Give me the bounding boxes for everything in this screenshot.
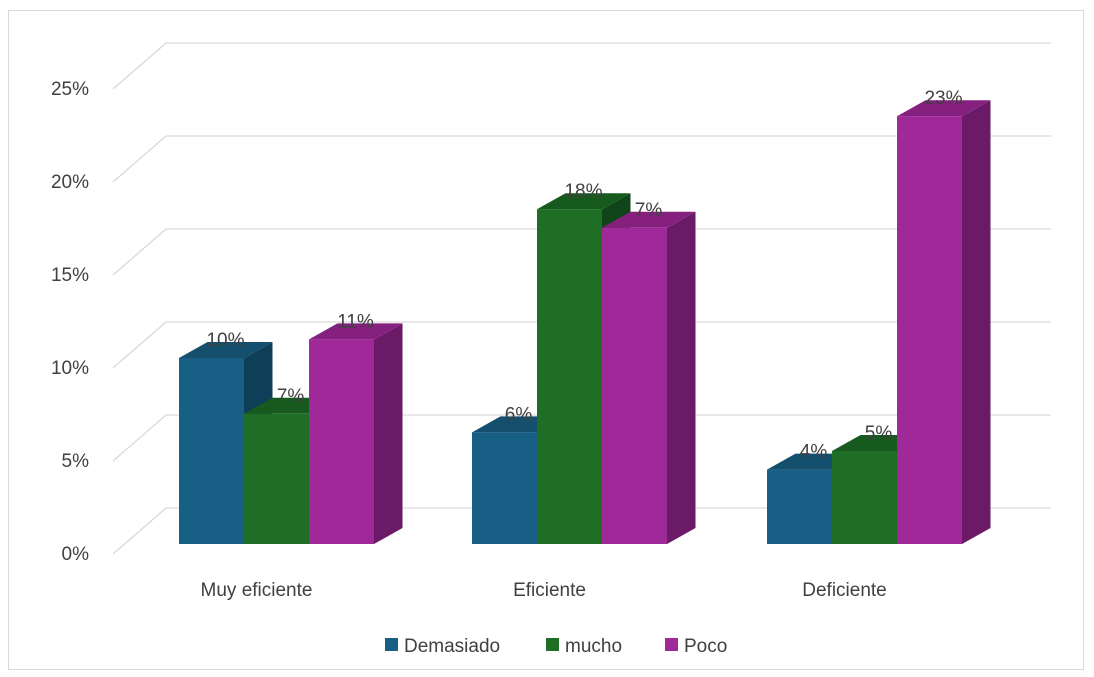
bar <box>602 211 696 545</box>
gridline-depth <box>112 507 167 555</box>
gridline-depth <box>112 414 167 462</box>
legend: Demasiado mucho Poco <box>385 636 727 657</box>
y-tick-label: 15% <box>51 265 89 286</box>
legend-item: mucho <box>546 636 622 657</box>
legend-label: Poco <box>684 636 727 657</box>
bars <box>179 100 991 545</box>
bar-side <box>374 323 403 544</box>
bar-front <box>602 227 667 545</box>
data-label: 7% <box>635 200 663 221</box>
y-tick-label: 25% <box>51 79 89 100</box>
bar-front <box>179 358 244 544</box>
bar-side <box>962 100 991 544</box>
x-tick-label: Muy eficiente <box>201 580 313 601</box>
data-label: 4% <box>800 442 828 463</box>
legend-swatch <box>546 638 559 651</box>
legend-item: Demasiado <box>385 636 500 657</box>
x-tick-label: Eficiente <box>513 580 586 601</box>
gridline-depth <box>112 42 167 90</box>
data-label: 5% <box>865 423 893 444</box>
bar-top <box>309 323 403 340</box>
data-label: 23% <box>924 88 962 109</box>
legend-item: Poco <box>665 636 727 657</box>
chart-svg: 0% 5% 10% 15% 20% 25% 10% 7% 11% 6% 18% 7% 4% 5% 23% Mu… <box>51 42 1051 657</box>
x-axis-labels: Muy eficiente Eficiente Deficiente <box>201 580 887 601</box>
y-tick-label: 20% <box>51 172 89 193</box>
gridline-depth <box>112 135 167 183</box>
legend-label: mucho <box>565 636 622 657</box>
bar-front <box>832 451 897 544</box>
bar <box>897 100 991 544</box>
gridline-depth <box>112 321 167 369</box>
data-label: 10% <box>206 330 244 351</box>
y-tick-label: 10% <box>51 358 89 379</box>
bar <box>309 323 403 544</box>
bar-side <box>667 211 696 545</box>
bar-top <box>179 342 273 358</box>
data-labels: 10% 7% 11% 6% 18% 7% 4% 5% 23% <box>206 88 962 462</box>
bar-front <box>537 209 602 544</box>
y-tick-label: 5% <box>62 451 90 472</box>
bar-front <box>309 339 374 544</box>
bar-top <box>537 193 631 210</box>
bar-top <box>602 211 696 228</box>
bar-front <box>897 116 962 544</box>
legend-label: Demasiado <box>404 636 500 657</box>
bar-top <box>897 100 991 117</box>
legend-swatch <box>385 638 398 651</box>
bar-front <box>244 413 309 544</box>
gridline-depth <box>112 228 167 276</box>
chart-frame: 0% 5% 10% 15% 20% 25% 10% 7% 11% 6% 18% 7% 4% 5% 23% Mu… <box>8 10 1084 670</box>
data-label: 7% <box>277 386 305 407</box>
data-label: 6% <box>505 404 533 425</box>
x-tick-label: Deficiente <box>802 580 887 601</box>
data-label: 11% <box>337 311 374 332</box>
bar-front <box>767 469 832 544</box>
legend-swatch <box>665 638 678 651</box>
y-tick-label: 0% <box>62 544 90 565</box>
data-label: 18% <box>564 181 602 202</box>
bar-front <box>472 432 537 544</box>
